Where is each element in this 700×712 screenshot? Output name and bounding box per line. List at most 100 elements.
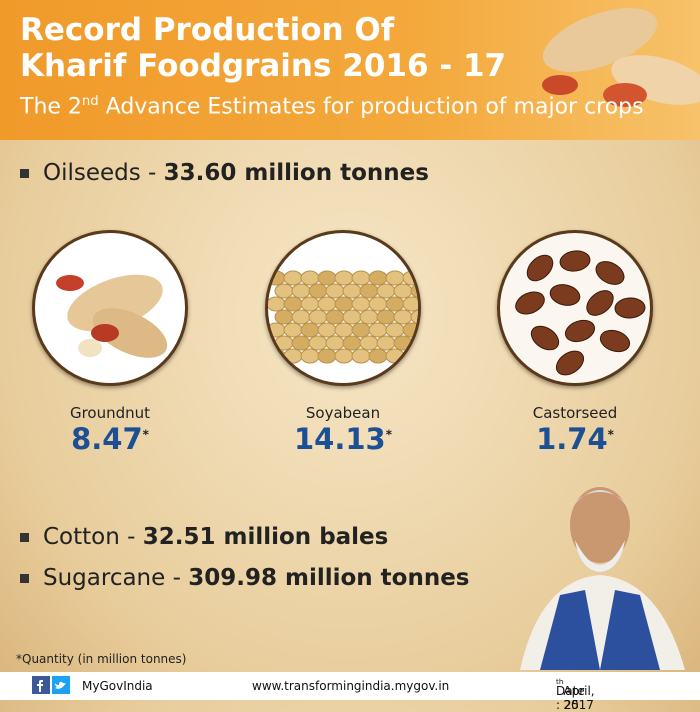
soyabean-image <box>265 230 421 386</box>
bean <box>385 270 405 286</box>
crop-value: 14.13* <box>258 422 428 456</box>
crop-name: Groundnut <box>69 404 151 422</box>
title-line: Record Production Of <box>20 12 395 48</box>
handle: MyGovIndia <box>82 679 153 693</box>
seed <box>599 329 631 353</box>
bean <box>325 335 345 351</box>
date-text: April, 2017 <box>563 684 595 712</box>
bean <box>385 322 405 338</box>
bean <box>342 309 362 325</box>
bean <box>268 296 286 312</box>
value: 14.13 <box>293 422 386 456</box>
peanut-decoration <box>542 8 700 107</box>
bean <box>376 309 396 325</box>
bean <box>342 335 362 351</box>
bean <box>300 322 320 338</box>
seed <box>530 325 560 351</box>
label: Oilseeds - <box>43 160 164 186</box>
bean <box>300 348 320 364</box>
bean <box>291 283 311 299</box>
bean <box>308 283 328 299</box>
bean <box>376 335 396 351</box>
seed <box>549 284 581 306</box>
bean <box>283 348 303 364</box>
social-icons <box>32 676 70 694</box>
item-row: Cotton - 32.51 million bales <box>20 524 388 550</box>
bean <box>359 283 379 299</box>
bean <box>317 296 337 312</box>
bean <box>283 270 303 286</box>
bean <box>359 335 379 351</box>
bean <box>317 322 337 338</box>
value: 32.51 million bales <box>142 524 389 550</box>
bean <box>351 322 371 338</box>
seed <box>555 350 585 376</box>
footnote: *Quantity (in million tonnes) <box>16 652 187 666</box>
bean <box>402 270 418 286</box>
seed <box>614 297 646 319</box>
item-row: Sugarcane - 309.98 million tonnes <box>20 565 470 591</box>
bean <box>268 348 286 364</box>
value: 1.74 <box>536 422 608 456</box>
marker: * <box>385 427 392 442</box>
bean <box>359 309 379 325</box>
crop-name: Soyabean <box>305 404 381 422</box>
bean <box>268 322 286 338</box>
bean <box>317 348 337 364</box>
seed <box>526 254 554 282</box>
bean <box>300 296 320 312</box>
bean <box>376 283 396 299</box>
crop-value: 1.74* <box>490 422 660 456</box>
bean <box>274 335 294 351</box>
bean <box>268 270 286 286</box>
bean <box>334 348 354 364</box>
bean <box>300 270 320 286</box>
bean <box>410 309 418 325</box>
bean <box>368 296 388 312</box>
crop-value: 8.47* <box>25 422 195 456</box>
title-line: Kharif Foodgrains 2016 - 17 <box>20 48 507 84</box>
label: Cotton - <box>43 524 143 550</box>
header: Record Production Of Kharif Foodgrains 2… <box>0 0 700 140</box>
bean <box>334 270 354 286</box>
bean <box>351 270 371 286</box>
subtitle: The 2nd Advance Estimates for production… <box>20 94 644 119</box>
bean <box>368 322 388 338</box>
value: 8.47 <box>71 422 143 456</box>
bean <box>308 309 328 325</box>
crop: Soyabean 14.13* <box>258 404 428 456</box>
value: 309.98 million tonnes <box>188 565 470 591</box>
oilseeds-row: Oilseeds - 33.60 million tonnes <box>20 160 429 186</box>
superscript: nd <box>81 94 99 109</box>
seed <box>586 290 614 316</box>
bean <box>410 335 418 351</box>
portrait <box>520 487 685 670</box>
seed <box>515 291 545 315</box>
subtitle-text: The 2 <box>20 94 82 120</box>
bean <box>334 322 354 338</box>
bean <box>274 283 294 299</box>
bean <box>283 296 303 312</box>
url: www.transformingindia.mygov.in <box>252 679 450 693</box>
bean <box>351 348 371 364</box>
bean <box>351 296 371 312</box>
bean <box>385 348 405 364</box>
bean <box>291 309 311 325</box>
seed <box>595 261 625 285</box>
bean <box>402 296 418 312</box>
superscript: th <box>556 677 564 686</box>
bean <box>342 283 362 299</box>
seed <box>559 250 591 272</box>
bean <box>368 270 388 286</box>
groundnut-image <box>32 230 188 386</box>
bean <box>291 335 311 351</box>
bean <box>402 322 418 338</box>
bean <box>393 283 413 299</box>
label: Sugarcane - <box>43 565 189 591</box>
footer: MyGovIndia www.transformingindia.mygov.i… <box>0 672 700 712</box>
bean <box>393 335 413 351</box>
seed <box>564 319 596 343</box>
crop: Castorseed 1.74* <box>490 404 660 456</box>
bean <box>385 296 405 312</box>
